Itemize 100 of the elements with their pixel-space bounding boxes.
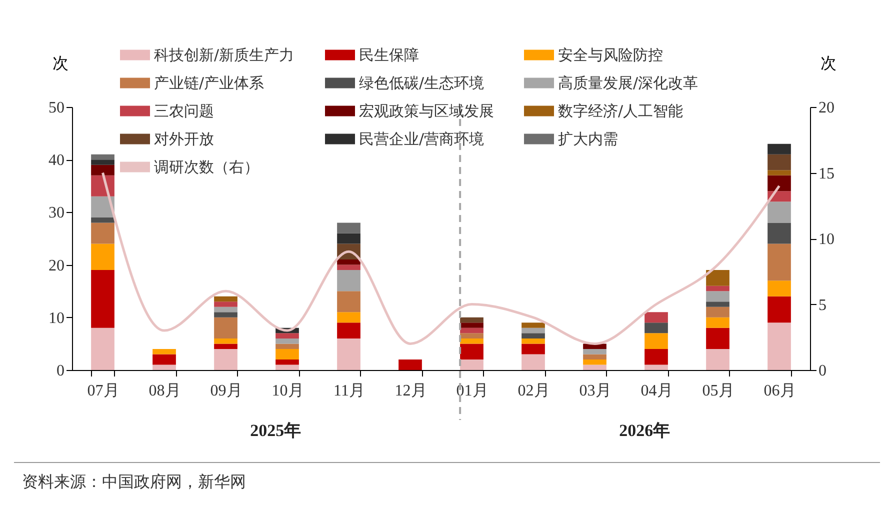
bar — [768, 322, 791, 370]
bar — [214, 348, 238, 370]
x-tick-label: 05月 — [702, 382, 734, 400]
bar — [337, 291, 360, 312]
bar — [768, 144, 791, 154]
y2-tick-label: 15 — [818, 165, 834, 182]
legend-label: 民营企业/营商环境 — [359, 130, 484, 148]
bar — [768, 244, 791, 281]
y-tick-label: 10 — [48, 310, 64, 327]
bar — [398, 359, 422, 370]
bar — [522, 333, 545, 338]
bar — [214, 338, 238, 344]
y2-tick-label: 0 — [818, 362, 826, 380]
bar — [768, 222, 791, 244]
bar — [91, 164, 114, 176]
legend-label: 科技创新/新质生产力 — [154, 46, 294, 64]
bar — [91, 217, 114, 223]
bar — [706, 270, 730, 286]
bar — [460, 359, 484, 370]
bar — [583, 359, 606, 365]
bar — [706, 286, 730, 292]
x-tick-label: 03月 — [579, 382, 612, 400]
bar — [91, 222, 114, 244]
bar — [214, 317, 238, 338]
bar — [706, 328, 730, 349]
bar — [768, 154, 791, 170]
bar — [522, 322, 545, 328]
bar — [337, 338, 360, 370]
bar — [706, 306, 730, 318]
bar — [276, 359, 299, 365]
y-tick-label: 40 — [48, 152, 64, 170]
bar — [91, 160, 114, 165]
bar — [768, 170, 791, 176]
x-tick-label: 06月 — [764, 382, 796, 400]
bar — [644, 348, 668, 365]
bar — [522, 354, 545, 370]
bar — [91, 244, 114, 270]
bar — [644, 322, 668, 334]
bar — [91, 328, 114, 370]
legend-label: 宏观政策与区域发展 — [359, 102, 494, 120]
bar — [276, 364, 299, 370]
legend-label: 高质量发展/深化改革 — [558, 74, 698, 92]
bar — [337, 322, 360, 338]
bar — [583, 348, 606, 354]
bar — [460, 322, 484, 328]
bar — [522, 328, 545, 334]
bar — [276, 344, 299, 349]
legend-label: 民生保障 — [359, 46, 419, 64]
x-tick-label: 10月 — [272, 382, 304, 400]
bar — [460, 317, 484, 323]
bar — [276, 348, 299, 360]
bar — [768, 175, 791, 192]
legend-label: 调研次数（右） — [154, 158, 259, 176]
bar — [152, 354, 176, 365]
bar — [276, 333, 299, 338]
bar — [214, 302, 238, 307]
bar — [706, 317, 730, 328]
legend-label: 扩大内需 — [558, 130, 618, 148]
x-tick-label: 01月 — [456, 382, 488, 400]
bar — [337, 264, 360, 270]
y2-tick-label: 5 — [818, 296, 826, 314]
bar — [706, 302, 730, 307]
bar — [214, 306, 238, 312]
y2-axis-title: 次 — [820, 56, 836, 72]
legend-label: 对外开放 — [154, 130, 214, 148]
bar — [522, 344, 545, 354]
y-tick-label: 20 — [48, 257, 64, 274]
bar — [214, 312, 238, 318]
bar — [460, 338, 484, 344]
bar — [768, 280, 791, 296]
bar — [460, 328, 484, 334]
bar — [768, 296, 791, 323]
bar — [91, 154, 114, 160]
text: 2025年 — [250, 421, 302, 440]
bar — [460, 333, 484, 338]
bar — [214, 296, 238, 302]
bar — [337, 233, 360, 244]
x-tick-label: 12月 — [394, 382, 427, 400]
bar — [214, 344, 238, 349]
bar — [276, 338, 299, 344]
bar — [583, 354, 606, 360]
text: 2026年 — [619, 421, 670, 440]
legend-label: 数字经济/人工智能 — [558, 102, 684, 120]
y-tick-label: 50 — [48, 100, 64, 116]
y2-tick-label: 20 — [818, 100, 834, 116]
bar — [583, 364, 606, 370]
x-tick-label: 02月 — [518, 382, 550, 400]
bar — [337, 260, 360, 265]
bar — [91, 270, 114, 328]
bar — [152, 348, 176, 354]
bar — [337, 312, 360, 323]
y-tick-label: 0 — [56, 362, 64, 380]
y-axis-title: 次 — [52, 56, 68, 72]
x-tick-label: 07月 — [87, 382, 120, 400]
legend-label: 绿色低碳/生态环境 — [359, 74, 484, 92]
x-tick-label: 08月 — [148, 382, 181, 400]
y-tick-label: 30 — [48, 204, 64, 222]
bar — [644, 312, 668, 323]
y2-tick-label: 10 — [818, 231, 834, 248]
text: 资料来源：中国政府网，新华网 — [22, 472, 246, 493]
